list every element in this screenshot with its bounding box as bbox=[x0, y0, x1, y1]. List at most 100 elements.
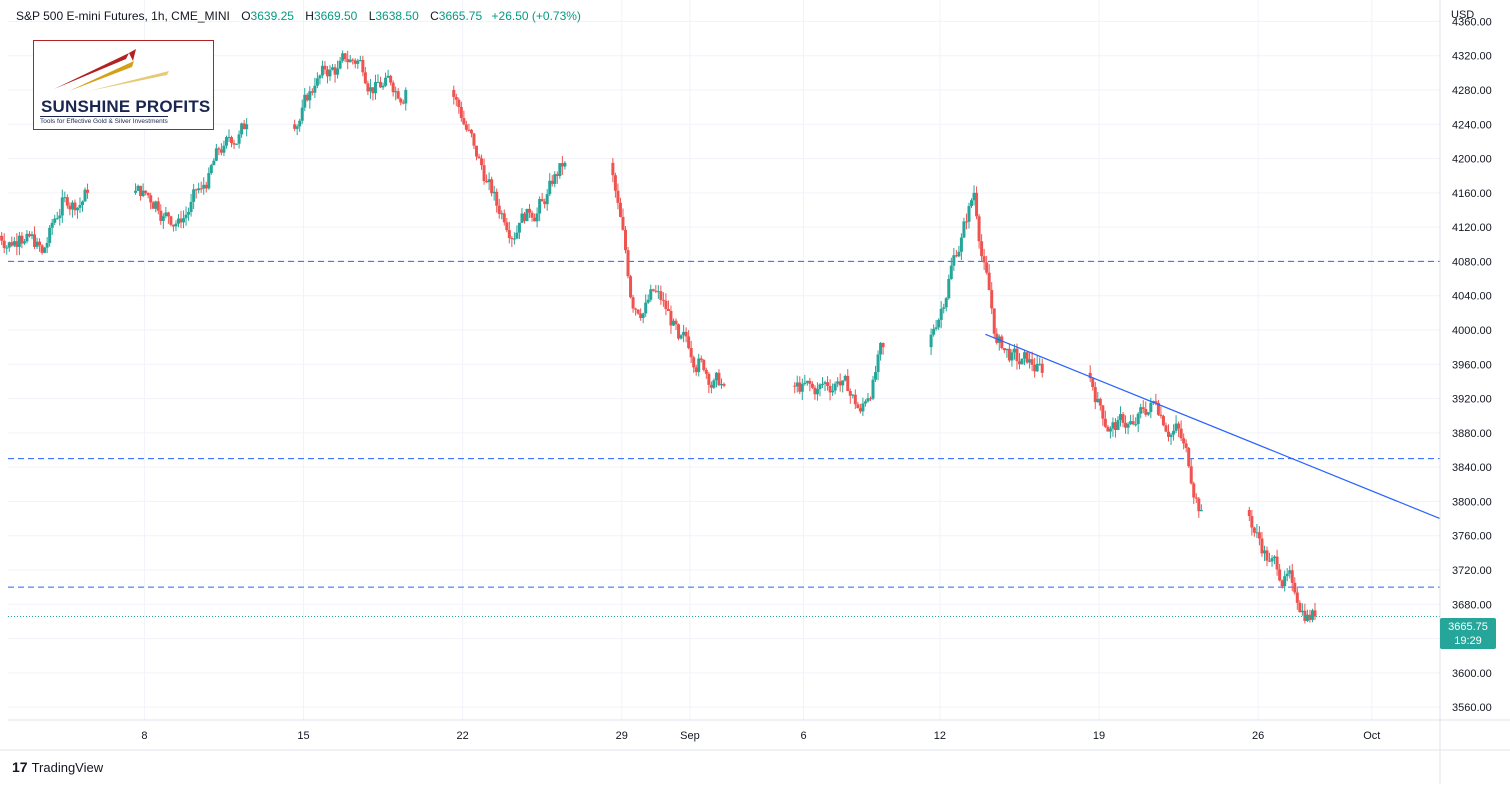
candle-body bbox=[540, 198, 544, 202]
last-price-tag: 3665.75 19:29 bbox=[1440, 618, 1496, 649]
candle-body bbox=[5, 247, 9, 249]
candle-body bbox=[55, 218, 59, 220]
candle-body bbox=[81, 201, 85, 205]
candle-body bbox=[949, 265, 953, 280]
candle-body bbox=[1119, 414, 1123, 421]
candle-body bbox=[876, 354, 880, 373]
candle-body bbox=[553, 174, 557, 184]
candle-body bbox=[245, 124, 249, 130]
candle-body bbox=[313, 85, 317, 93]
candle-body bbox=[1111, 422, 1115, 429]
candle-body bbox=[957, 251, 961, 257]
y-tick-label: 3960.00 bbox=[1452, 359, 1492, 371]
candle-body bbox=[626, 250, 630, 277]
candle-body bbox=[209, 165, 213, 174]
candle-body bbox=[704, 369, 708, 374]
candle-body bbox=[469, 129, 473, 134]
candle-body bbox=[40, 245, 44, 253]
candle-body bbox=[65, 197, 69, 206]
grid bbox=[8, 0, 1440, 720]
candle-body bbox=[1106, 426, 1110, 432]
candle-body bbox=[325, 69, 329, 77]
candle-body bbox=[333, 67, 337, 75]
candle-body bbox=[164, 212, 168, 217]
candle-body bbox=[942, 307, 946, 309]
candle-body bbox=[1273, 556, 1277, 559]
candle-body bbox=[358, 60, 362, 61]
candle-body bbox=[1172, 430, 1176, 435]
y-tick-label: 4000.00 bbox=[1452, 325, 1492, 337]
candle-body bbox=[851, 394, 855, 396]
candle-body bbox=[838, 381, 842, 386]
candle-body bbox=[1038, 363, 1042, 365]
open-value: 3639.25 bbox=[250, 9, 294, 23]
candle-body bbox=[1298, 602, 1302, 613]
candle-body bbox=[1020, 358, 1024, 365]
candle-body bbox=[310, 91, 314, 93]
candle-body bbox=[187, 211, 191, 215]
candle-body bbox=[1283, 576, 1287, 587]
chart-header: S&P 500 E-mini Futures, 1h, CME_MINI O36… bbox=[16, 9, 581, 23]
candle-body bbox=[833, 383, 837, 391]
candle-body bbox=[235, 143, 239, 145]
y-tick-label: 4200.00 bbox=[1452, 154, 1492, 166]
x-tick-label: 8 bbox=[141, 730, 147, 742]
candle-body bbox=[654, 290, 658, 292]
candle-body bbox=[381, 85, 385, 88]
candle-body bbox=[687, 336, 691, 348]
candle-body bbox=[1247, 510, 1251, 517]
candle-body bbox=[1169, 434, 1173, 437]
low-label: L bbox=[368, 9, 376, 23]
candle-body bbox=[346, 59, 350, 63]
candle-body bbox=[192, 189, 196, 202]
candle-body bbox=[1129, 421, 1133, 425]
candle-body bbox=[959, 237, 963, 252]
candle-body bbox=[0, 235, 4, 241]
candle-body bbox=[495, 191, 499, 206]
candle-body bbox=[497, 205, 501, 214]
y-tick-label: 4040.00 bbox=[1452, 291, 1492, 303]
candle-body bbox=[1270, 558, 1274, 562]
candle-body bbox=[828, 385, 832, 393]
candle-body bbox=[803, 382, 807, 385]
candle-body bbox=[240, 123, 244, 135]
candle-body bbox=[1278, 569, 1282, 581]
candle-body bbox=[808, 380, 812, 384]
candle-body bbox=[194, 189, 198, 191]
candle-body bbox=[1184, 443, 1188, 448]
candle-body bbox=[868, 398, 872, 400]
candle-body bbox=[975, 192, 979, 217]
candle-body bbox=[535, 213, 539, 222]
candle-body bbox=[1182, 438, 1186, 444]
candle-body bbox=[1098, 398, 1102, 406]
candle-body bbox=[1179, 428, 1183, 439]
candle-body bbox=[227, 137, 231, 139]
candle-body bbox=[515, 232, 519, 239]
candle-body bbox=[1265, 550, 1269, 561]
tradingview-logo[interactable]: 17 TradingView bbox=[12, 759, 103, 775]
candle-body bbox=[1146, 412, 1150, 415]
candle-body bbox=[823, 382, 827, 384]
candle-body bbox=[636, 309, 640, 314]
candle-body bbox=[528, 208, 532, 213]
candle-body bbox=[1280, 580, 1284, 587]
candle-body bbox=[30, 234, 34, 237]
candle-body bbox=[293, 124, 297, 129]
candle-body bbox=[399, 98, 403, 103]
candle-body bbox=[343, 53, 347, 60]
y-tick-label: 4120.00 bbox=[1452, 222, 1492, 234]
candle-body bbox=[1288, 570, 1292, 574]
candle-body bbox=[176, 218, 180, 224]
countdown-timer: 19:29 bbox=[1454, 635, 1482, 647]
y-tick-label: 4080.00 bbox=[1452, 256, 1492, 268]
candle-body bbox=[7, 242, 11, 248]
candle-body bbox=[525, 208, 529, 222]
candle-body bbox=[45, 242, 49, 248]
y-tick-label: 3680.00 bbox=[1452, 599, 1492, 611]
candle-body bbox=[139, 185, 143, 196]
candle-body bbox=[719, 383, 723, 386]
candle-body bbox=[22, 241, 26, 244]
candle-body bbox=[308, 91, 312, 101]
